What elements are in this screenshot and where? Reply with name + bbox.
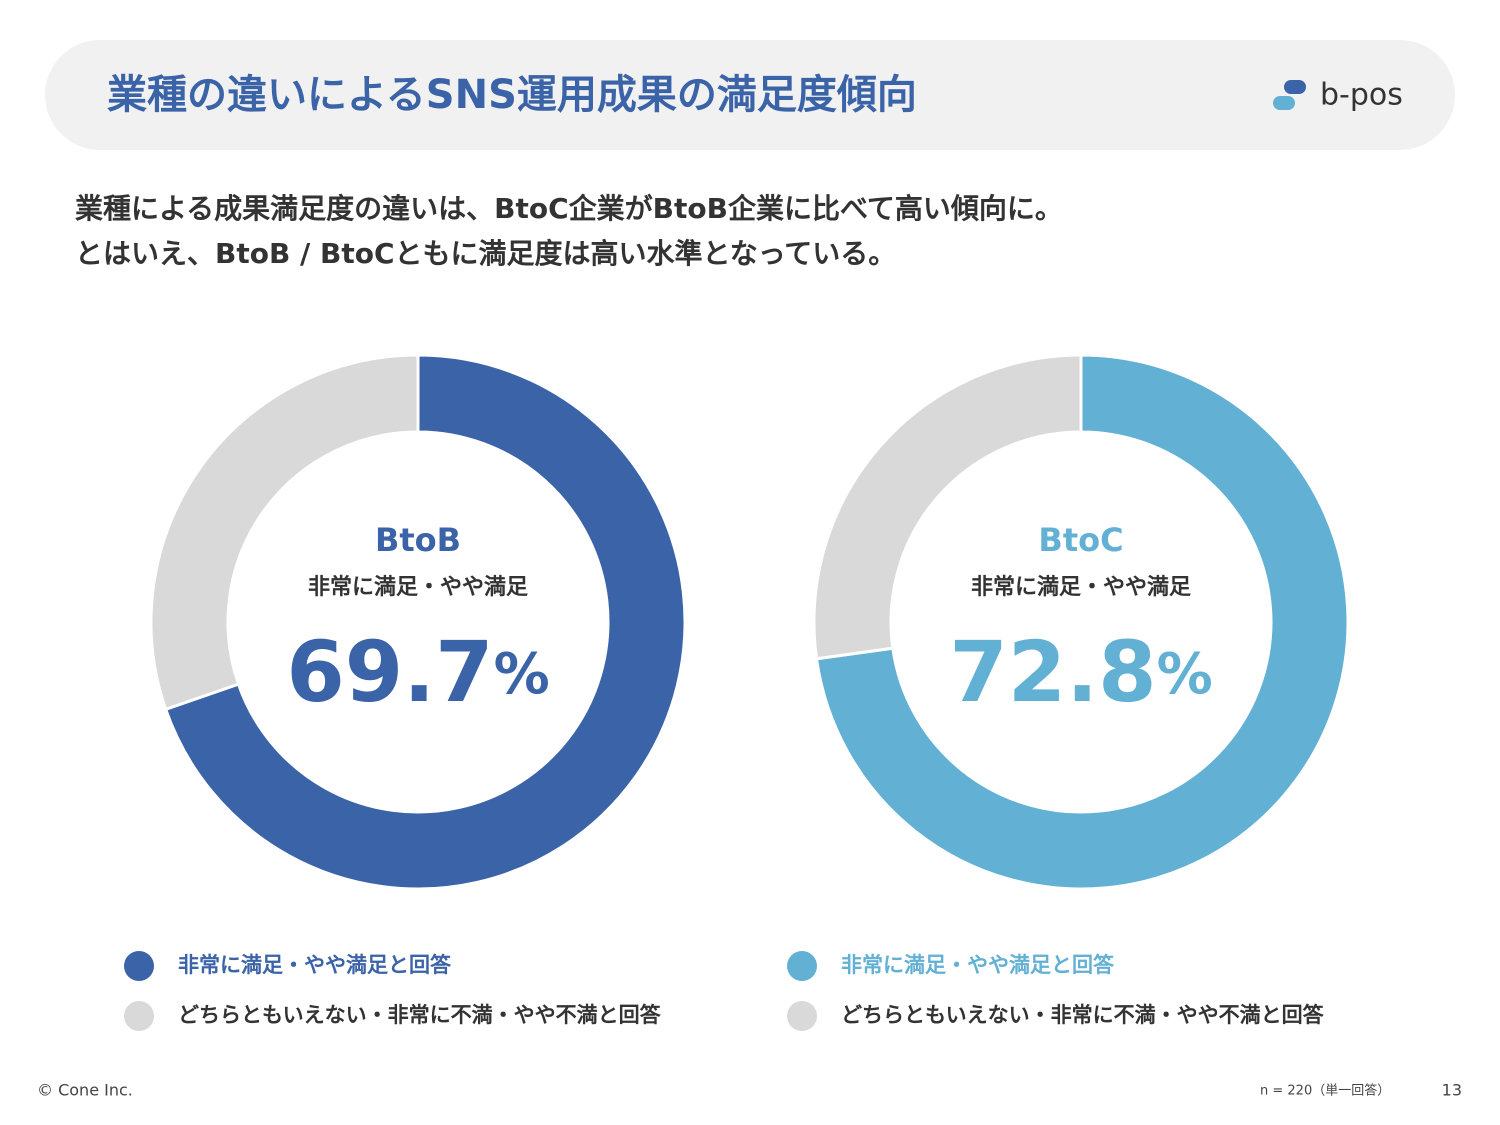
chart-title: BtoB: [375, 521, 461, 559]
center-value: 69.7%: [286, 623, 549, 721]
donut-segment: [814, 353, 1350, 891]
legend-label: どちらともいえない・非常に不満・やや不満と回答: [178, 1003, 662, 1027]
legend-swatch: [787, 1001, 817, 1031]
legend-swatch: [124, 1001, 154, 1031]
donut-segment: [163, 353, 687, 891]
lead-line: とはいえ、BtoB / BtoCともに満足度は高い水準となっている。: [75, 237, 896, 270]
chart-subtitle: 非常に満足・やや満足: [308, 574, 528, 600]
page-number: 13: [1442, 1081, 1462, 1100]
donut-segment: [149, 353, 420, 712]
donut-segment: [812, 353, 1083, 661]
chart-subtitle: 非常に満足・やや満足: [971, 574, 1191, 600]
header-bar: [45, 40, 1455, 150]
logo-text: b-pos: [1320, 78, 1403, 113]
center-value: 72.8%: [949, 623, 1212, 721]
legend-swatch: [787, 951, 817, 981]
copyright: © Cone Inc.: [37, 1081, 133, 1100]
logo-icon: [1273, 80, 1306, 110]
sample-note: n = 220（単一回答）: [1260, 1083, 1390, 1099]
lead-line: 業種による成果満足度の違いは、BtoC企業がBtoB企業に比べて高い傾向に。: [75, 192, 1063, 225]
chart-title: BtoC: [1038, 521, 1123, 559]
slide-title: 業種の違いによるSNS運用成果の満足度傾向: [107, 72, 917, 118]
legend-label: 非常に満足・やや満足と回答: [841, 953, 1115, 977]
legend-swatch: [124, 951, 154, 981]
legend-label: 非常に満足・やや満足と回答: [178, 953, 452, 977]
legend-label: どちらともいえない・非常に不満・やや不満と回答: [841, 1003, 1325, 1027]
